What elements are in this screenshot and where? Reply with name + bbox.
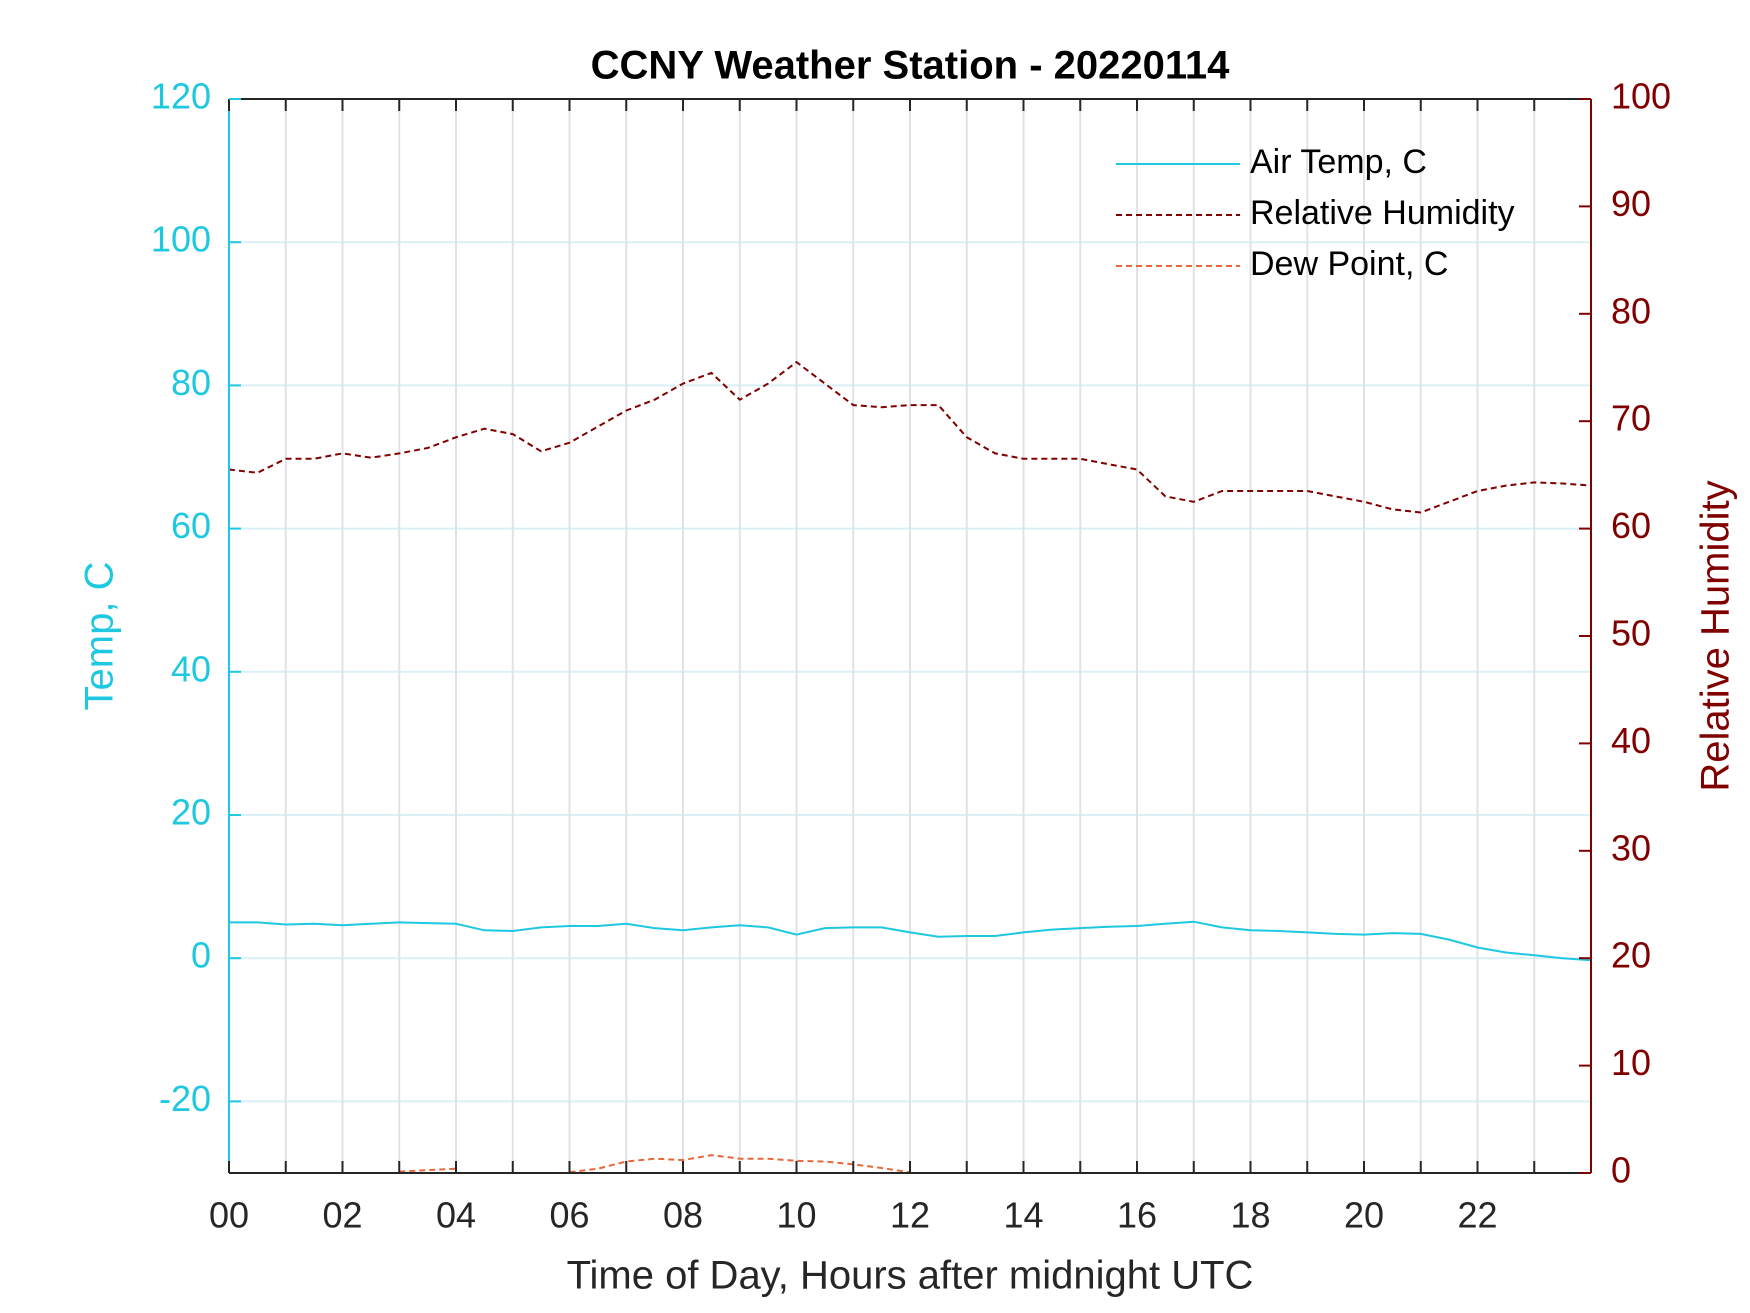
x-tick-label: 02 [322,1195,362,1236]
x-tick-label: 00 [209,1195,249,1236]
x-tick-label: 18 [1230,1195,1270,1236]
data-line [399,1154,911,1173]
y-axis-label: Temp, C [78,562,122,711]
y-tick-label: 20 [171,792,211,833]
chart-title: CCNY Weather Station - 20220114 [591,44,1231,88]
y2-tick-label: 70 [1611,398,1651,439]
x-tick-label: 04 [436,1195,476,1236]
x-tick-label: 22 [1457,1195,1497,1236]
y2-tick-label: 80 [1611,290,1651,331]
y-tick-label: 120 [151,76,211,117]
legend-label: Dew Point, C [1250,245,1448,283]
y2-tick-label: 30 [1611,827,1651,868]
x-tick-label: 12 [890,1195,930,1236]
x-tick-label: 06 [549,1195,589,1236]
y-tick-label: -20 [159,1078,211,1119]
y-tick-label: 40 [171,648,211,689]
y-tick-label: 60 [171,505,211,546]
y2-tick-label: 90 [1611,183,1651,224]
y2-axis-label: Relative Humidity [1694,480,1738,791]
data-line [229,360,1591,514]
x-tick-label: 08 [663,1195,703,1236]
legend-label: Relative Humidity [1250,194,1515,232]
data-line [229,920,1591,962]
y2-tick-label: 60 [1611,505,1651,546]
y2-tick-label: 100 [1611,76,1671,117]
y-tick-label: 80 [171,362,211,403]
y2-tick-label: 0 [1611,1150,1631,1191]
x-axis-label: Time of Day, Hours after midnight UTC [567,1254,1254,1298]
y2-tick-label: 10 [1611,1042,1651,1083]
x-tick-label: 20 [1344,1195,1384,1236]
x-tick-label: 10 [776,1195,816,1236]
y2-tick-label: 20 [1611,935,1651,976]
legend-label: Air Temp, C [1250,143,1427,181]
x-tick-label: 16 [1117,1195,1157,1236]
y2-tick-label: 50 [1611,613,1651,654]
x-tick-label: 14 [1003,1195,1043,1236]
y-tick-label: 100 [151,219,211,260]
y2-tick-label: 40 [1611,720,1651,761]
y-tick-label: 0 [191,935,211,976]
